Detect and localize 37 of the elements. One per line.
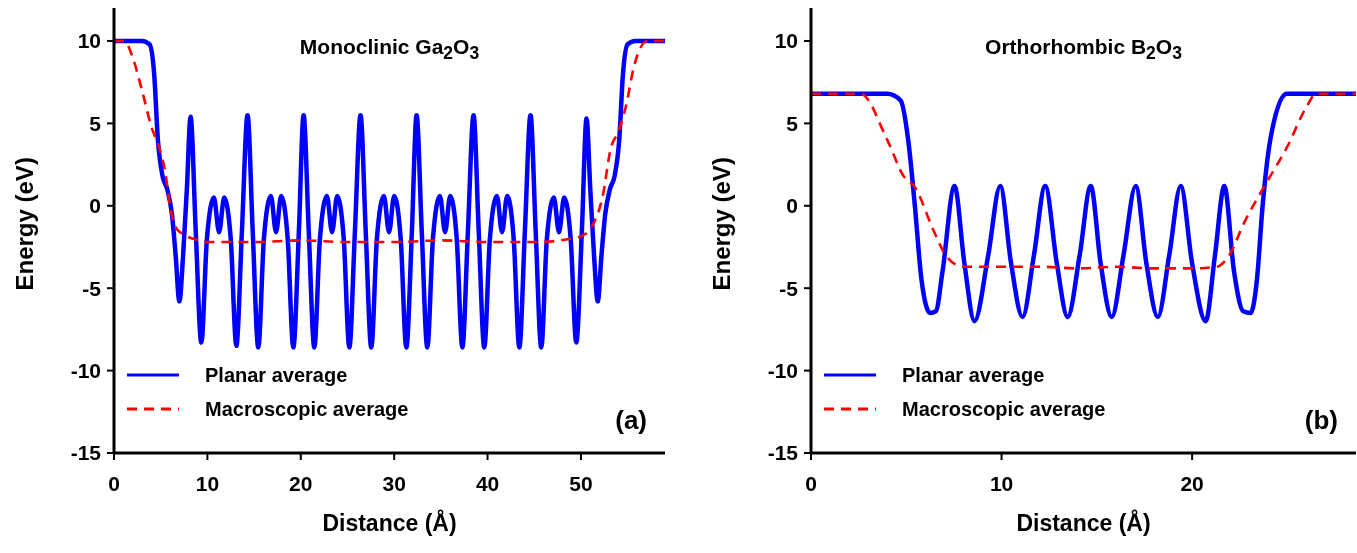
legend-label: Planar average	[205, 363, 348, 388]
x-tick-label: 20	[289, 471, 313, 495]
x-tick-label: 40	[475, 471, 500, 495]
y-tick-label: 10	[774, 29, 798, 53]
x-tick-label: 30	[382, 471, 406, 495]
x-tick-label: 50	[569, 471, 593, 495]
text: Monoclinic Ga$_{2}$O$_{3}$	[298, 35, 481, 65]
y-tick-label: -15	[767, 441, 799, 465]
x-tick-label: 20	[1180, 471, 1204, 495]
line-series	[811, 91, 1356, 324]
x-axis-title: Distance (Å)	[1016, 509, 1151, 536]
legend-label: Macroscopic average	[205, 397, 409, 422]
line-series	[114, 39, 665, 244]
annotation: (a)	[615, 405, 647, 436]
y-tick-label: -5	[779, 276, 799, 300]
x-tick-label: 0	[108, 471, 120, 495]
y-tick-label: -10	[767, 359, 798, 383]
x-axis-title: Distance (Å)	[322, 509, 457, 536]
x-tick-label: 10	[989, 471, 1014, 495]
y-tick-label: -10	[70, 359, 101, 383]
y-tick-label: 10	[77, 29, 101, 53]
y-tick-label: -15	[70, 441, 102, 465]
x-tick-label: 10	[195, 471, 220, 495]
annotation: (b)	[1304, 405, 1338, 436]
y-tick-label: 5	[89, 111, 102, 135]
legend-label: Planar average	[902, 363, 1045, 388]
legend-label: Macroscopic average	[902, 397, 1106, 422]
line-series	[811, 92, 1356, 270]
y-tick-label: -5	[82, 276, 102, 300]
text: Orthorhombic B$_{2}$O$_{3}$	[984, 35, 1183, 65]
y-axis-title: Energy (eV)	[10, 157, 38, 291]
y-tick-label: 5	[786, 111, 799, 135]
x-tick-label: 0	[805, 471, 817, 495]
y-axis-title: Energy (eV)	[707, 157, 735, 291]
line-series	[114, 38, 665, 350]
y-tick-label: 0	[89, 194, 101, 218]
y-tick-label: 0	[786, 194, 798, 218]
